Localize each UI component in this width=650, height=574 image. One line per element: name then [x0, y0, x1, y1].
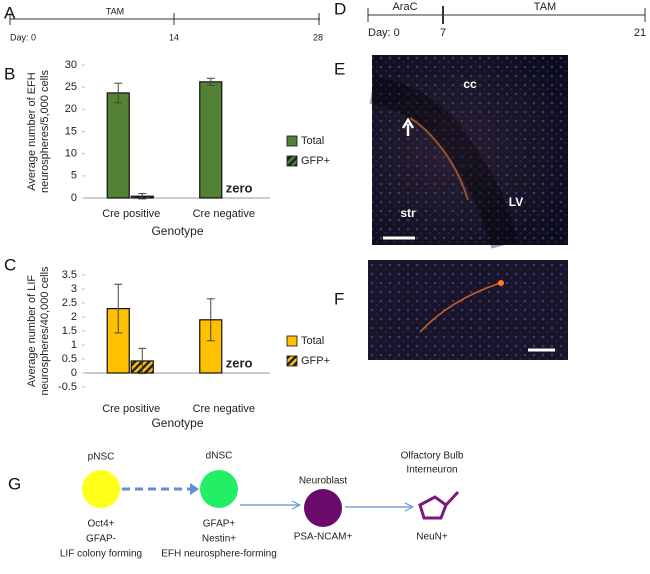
y-tick-label: 0 [71, 192, 77, 204]
annotation: zero [226, 355, 253, 370]
node-dnsc [200, 470, 238, 508]
cell-process [419, 282, 501, 333]
micrograph-e: E cc str LV [334, 55, 568, 249]
cell-process [409, 117, 469, 201]
node-interneuron [418, 490, 460, 520]
bar [199, 81, 223, 199]
x-axis-label: Genotype [151, 224, 203, 238]
arrowhead [404, 502, 415, 512]
day-label: Day: 0 [368, 27, 400, 39]
error-bar [114, 283, 123, 334]
y-tick-label: 20 [65, 103, 77, 115]
charts: B Average number of EFH neurospheres/5,000… [4, 59, 330, 430]
bar [106, 92, 130, 199]
y-tick-label: -0.5 [58, 381, 77, 393]
panel-label: E [334, 59, 345, 78]
panel-label: B [4, 64, 15, 83]
node-name: pNSC [88, 452, 115, 463]
timeline-a: A TAM Day: 0 14 28 [4, 3, 323, 42]
panel-label: G [8, 474, 21, 493]
legend-label: GFP+ [301, 355, 330, 367]
panel-label: D [334, 0, 346, 18]
node-marker: Oct4+ [88, 519, 115, 530]
day-label: Day: 0 [10, 32, 36, 42]
y-tick-label: 2.5 [62, 297, 77, 309]
y-axis-label: neurospheres/40,000 cells [39, 266, 51, 396]
ventricle-edge [369, 76, 519, 249]
panel-label: F [334, 289, 344, 308]
y-axis-label: Average number of LIF [26, 275, 38, 388]
x-tick-label: Cre positive [102, 403, 160, 415]
x-tick-label: Cre negative [193, 208, 255, 220]
node-marker: NeuN+ [416, 532, 448, 543]
day-label: 28 [313, 32, 323, 42]
error-bar [114, 82, 123, 104]
arrowhead [190, 483, 199, 495]
node-neuroblast [304, 489, 342, 527]
day-label: 21 [634, 27, 646, 39]
phase-label: TAM [534, 1, 556, 13]
y-tick-label: 3 [71, 283, 77, 295]
legend-swatch [286, 155, 298, 167]
panel-label: C [4, 255, 16, 274]
x-tick-label: Cre positive [102, 208, 160, 220]
legend-swatch [286, 335, 298, 347]
node-pnsc [82, 470, 120, 508]
y-axis-label: Average number of EFH [26, 72, 38, 190]
node-marker: EFH neurosphere-forming [161, 549, 277, 560]
day-label: 14 [169, 32, 179, 42]
y-tick-label: 0 [71, 367, 77, 379]
error-bar [138, 347, 147, 375]
y-tick-label: 2 [71, 311, 77, 323]
y-axis-label: neurospheres/5,000 cells [39, 70, 51, 193]
legend-label: Total [301, 135, 324, 147]
node-marker: GFAP+ [203, 519, 236, 530]
node-name: Interneuron [406, 465, 457, 476]
node-name: Olfactory Bulb [401, 451, 464, 462]
phase-label: AraC [392, 1, 417, 13]
phase-label: TAM [106, 6, 124, 16]
panel-label: A [4, 3, 16, 22]
error-bar [138, 193, 147, 200]
nuclei [372, 55, 568, 245]
y-tick-label: 15 [65, 125, 77, 137]
timeline-d: D AraC TAM Day: 0 7 21 [334, 0, 646, 39]
y-tick-label: 3.5 [62, 269, 77, 281]
node-marker: GFAP- [86, 534, 116, 545]
arrow [401, 117, 415, 136]
day-label: 7 [440, 27, 446, 39]
region-label: LV [509, 195, 523, 209]
arrowhead [291, 500, 302, 510]
annotation: zero [226, 180, 253, 195]
cell-body [498, 280, 504, 286]
y-tick-label: 30 [65, 59, 77, 71]
region-label: str [400, 206, 416, 220]
x-tick-label: Cre negative [193, 403, 255, 415]
legend-label: Total [301, 335, 324, 347]
error-bar [206, 298, 215, 342]
y-tick-label: 1 [71, 339, 77, 351]
y-tick-label: 5 [71, 170, 77, 182]
y-tick-label: 25 [65, 81, 77, 93]
lineage-diagram: G pNSC Oct4+ GFAP- LIF colony forming dNSC GF… [8, 451, 464, 560]
node-labels: pNSC Oct4+ GFAP- LIF colony forming dNSC GFAP… [60, 451, 464, 560]
micrograph-f: F [334, 260, 568, 360]
legend-swatch [286, 135, 298, 147]
node-marker: Nestin+ [202, 534, 236, 545]
node-name: Neuroblast [299, 476, 348, 487]
y-tick-label: 0.5 [62, 353, 77, 365]
node-marker: PSA-NCAM+ [294, 532, 353, 543]
node-name: dNSC [206, 451, 233, 462]
nuclei [368, 260, 568, 360]
legend-swatch [286, 355, 298, 367]
x-axis-label: Genotype [151, 416, 203, 430]
node-marker: LIF colony forming [60, 549, 142, 560]
y-tick-label: 10 [65, 148, 77, 160]
y-tick-label: 1.5 [62, 325, 77, 337]
error-bar [206, 77, 215, 86]
region-label: cc [463, 77, 477, 91]
legend-label: GFP+ [301, 155, 330, 167]
